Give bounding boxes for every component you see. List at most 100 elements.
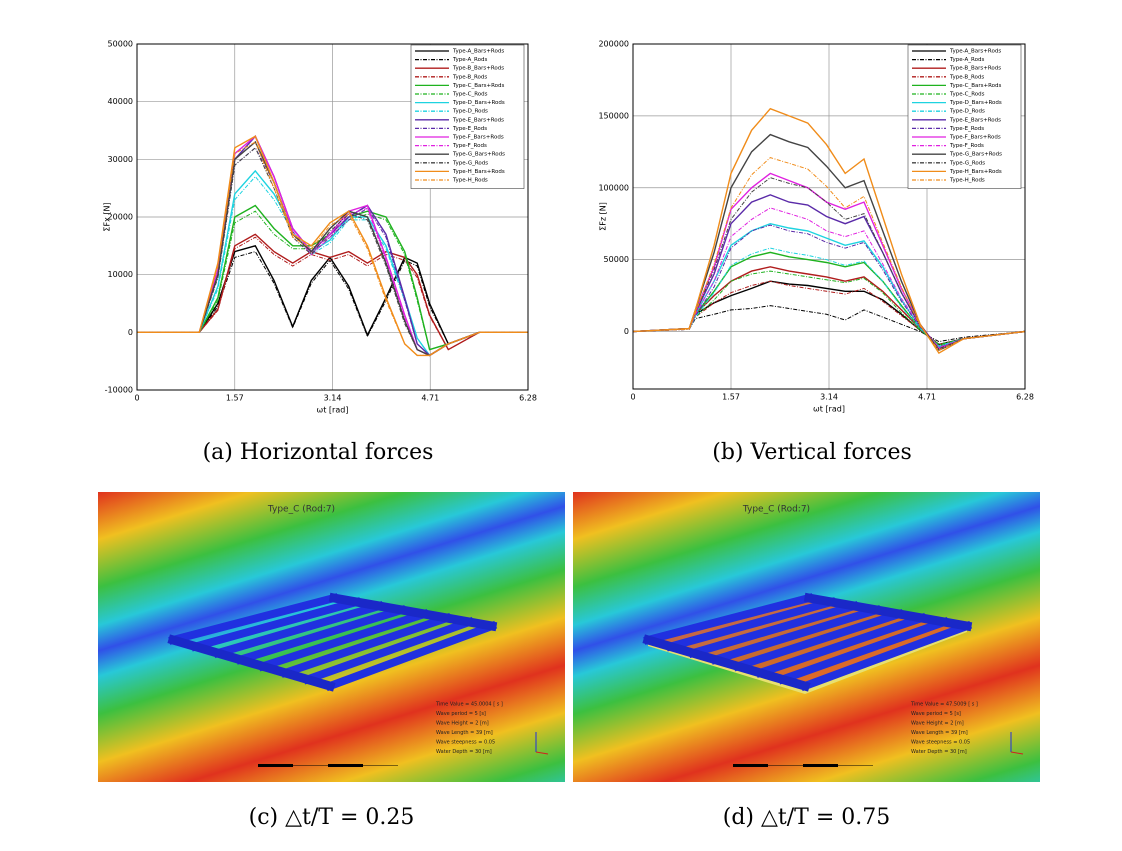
legend-label: Type-D_Bars+Rods: [949, 100, 1002, 106]
y-tick-label: 150000: [598, 111, 629, 120]
axis-triad: [535, 751, 549, 755]
plot-frame: [632, 43, 1026, 390]
x-tick-label: 4.71: [918, 393, 936, 402]
series-line: [632, 224, 1026, 348]
legend-label: Type-D_Bars+Rods: [452, 100, 505, 106]
platform-rail: [803, 592, 973, 632]
x-tick-label: 6.28: [1016, 393, 1034, 402]
platform-bar: [732, 608, 905, 672]
series-line: [137, 236, 528, 351]
legend-label: Type-D_Rods: [452, 109, 488, 115]
platform-rail: [167, 634, 336, 692]
platform-bar: [190, 597, 362, 652]
panel-info: Wave steepness = 0.05: [911, 740, 970, 746]
legend-label: Type-F_Rods: [452, 143, 487, 149]
legend-label: Type-E_Bars+Rods: [949, 117, 1001, 123]
legend-label: Type-B_Rods: [452, 74, 487, 80]
panel-info: Wave Length = 39 [m]: [436, 730, 493, 736]
panel-info: Time Value = 45.0004 [ s ]: [435, 702, 503, 708]
platform-bar: [710, 604, 882, 665]
legend-label: Type-A_Bars+Rods: [452, 49, 504, 55]
platform-bar: [212, 601, 385, 659]
x-axis-label: ωt [rad]: [317, 406, 349, 415]
platform-bar: [777, 616, 950, 685]
platform-bar: [687, 601, 860, 659]
wave-field: [98, 492, 565, 782]
legend-label: Type-F_Bars+Rods: [452, 135, 504, 141]
platform-bar: [324, 620, 498, 692]
x-tick-label: 0: [630, 393, 635, 402]
y-tick-label: 10000: [108, 270, 133, 279]
panel-info: Wave Height = 2 [m]: [911, 721, 964, 727]
x-tick-label: 3.14: [820, 393, 838, 402]
series-line: [137, 244, 528, 345]
axis-triad: [1010, 751, 1024, 755]
legend-label: Type-H_Rods: [452, 178, 488, 184]
y-axis-label: ΣFz [N]: [599, 202, 608, 231]
legend-label: Type-H_Bars+Rods: [949, 169, 1002, 175]
y-tick-label: 50000: [604, 255, 629, 264]
legend-label: Type-F_Bars+Rods: [949, 135, 1001, 141]
y-tick-label: 100000: [598, 183, 629, 192]
legend-label: Type-C_Rods: [949, 92, 985, 98]
panel-info: Wave period = 5 [s]: [911, 711, 961, 717]
y-tick-label: 200000: [598, 40, 629, 49]
platform-bar: [755, 612, 927, 678]
y-tick-label: 0: [624, 327, 629, 336]
legend-label: Type-G_Rods: [949, 160, 985, 166]
x-tick-label: 0: [134, 394, 139, 403]
x-tick-label: 3.14: [324, 394, 342, 403]
series-line: [137, 251, 528, 345]
legend-label: Type-A_Rods: [949, 57, 984, 63]
legend-label: Type-E_Bars+Rods: [452, 117, 504, 123]
legend-label: Type-G_Bars+Rods: [949, 152, 1002, 158]
panel-info: Wave period = 5 [s]: [436, 711, 486, 717]
series-line: [137, 210, 528, 351]
y-tick-label: 50000: [108, 40, 133, 49]
y-tick-label: 20000: [108, 213, 133, 222]
platform-bar: [665, 597, 837, 652]
series-line: [632, 305, 1026, 343]
legend-label: Type-E_Rods: [949, 126, 984, 132]
panel-info: Wave Height = 2 [m]: [436, 721, 489, 727]
y-tick-label: 40000: [108, 97, 133, 106]
panel-info: Wave Length = 39 [m]: [911, 730, 968, 736]
panel-info: Water Depth = 30 [m]: [911, 749, 967, 755]
legend-label: Type-D_Rods: [949, 109, 985, 115]
platform-bar: [168, 593, 339, 645]
legend-label: Type-G_Rods: [452, 160, 488, 166]
y-axis-label: ΣFx [N]: [103, 202, 112, 231]
y-tick-label: -10000: [105, 386, 133, 395]
x-tick-label: 1.57: [722, 393, 740, 402]
panel-info: Time Value = 47.5009 [ s ]: [910, 702, 978, 708]
series-line: [632, 270, 1026, 345]
legend-label: Type-C_Bars+Rods: [452, 83, 505, 89]
y-tick-label: 0: [128, 328, 133, 337]
platform-bar: [280, 612, 452, 678]
legend-label: Type-G_Bars+Rods: [452, 152, 505, 158]
legend-label: Type-A_Rods: [452, 57, 487, 63]
legend-label: Type-C_Bars+Rods: [949, 83, 1002, 89]
platform-rail: [328, 592, 498, 632]
series-line: [137, 141, 528, 356]
x-tick-label: 1.57: [226, 394, 244, 403]
platform-bar: [799, 620, 973, 692]
legend-label: Type-A_Bars+Rods: [949, 49, 1001, 55]
platform-bar: [302, 616, 475, 685]
legend-label: Type-H_Rods: [949, 178, 985, 184]
legend-label: Type-C_Rods: [452, 92, 488, 98]
y-tick-label: 30000: [108, 155, 133, 164]
panel-info: Wave steepness = 0.05: [436, 740, 495, 746]
platform-bar: [257, 608, 430, 672]
caption: (a) Horizontal forces: [203, 440, 434, 465]
x-tick-label: 6.28: [519, 394, 537, 403]
caption: (c) △t/T = 0.25: [249, 805, 415, 830]
legend-label: Type-E_Rods: [452, 126, 487, 132]
plot-frame: [136, 43, 529, 391]
panel-title: Type_C (Rod:7): [267, 505, 335, 515]
x-tick-label: 4.71: [421, 394, 439, 403]
platform-bar: [643, 593, 814, 645]
platform-rail: [642, 634, 811, 692]
simulation-view: Type_C (Rod:7) Time Value = 45.0004 [ s ]…: [98, 492, 565, 782]
panel-title: Type_C (Rod:7): [742, 505, 810, 515]
